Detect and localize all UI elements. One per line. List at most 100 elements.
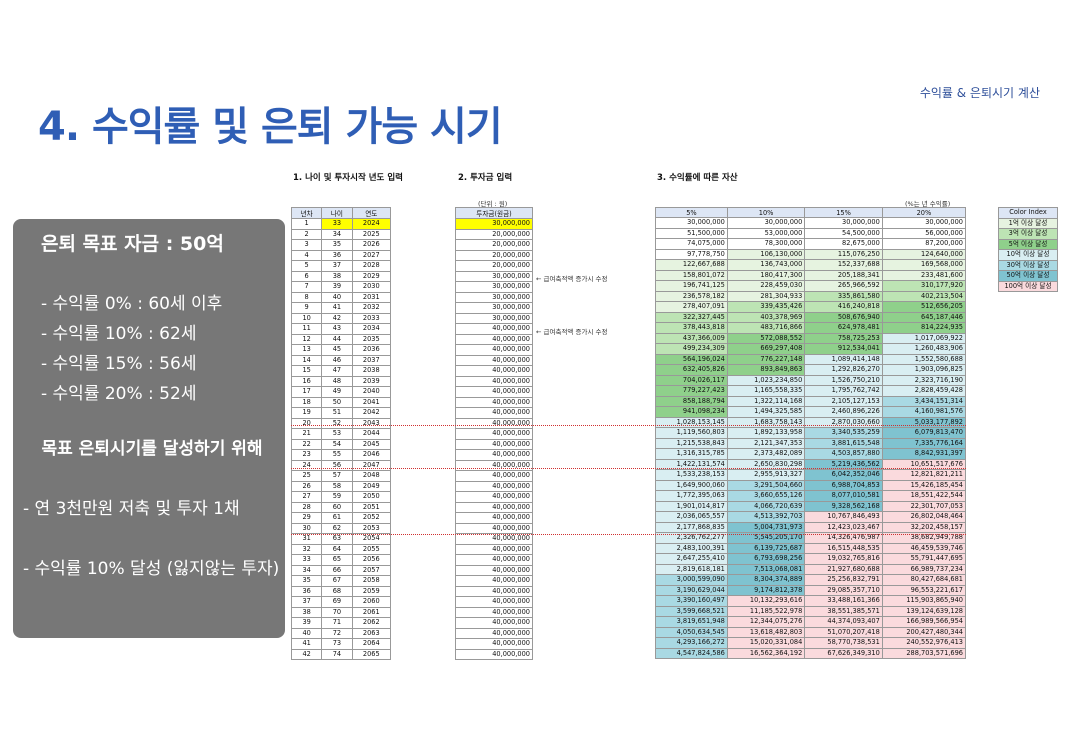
principal-cell[interactable]: 30,000,000 <box>455 302 533 314</box>
table-cell[interactable]: 28 <box>290 501 323 513</box>
table-cell[interactable]: 65 <box>321 554 353 566</box>
table-cell[interactable]: 2065 <box>351 648 392 660</box>
table-cell[interactable]: 48 <box>321 375 353 387</box>
table-cell[interactable]: 2028 <box>351 260 392 272</box>
table-cell[interactable]: 2045 <box>351 438 392 450</box>
table-cell[interactable]: 42 <box>321 312 353 324</box>
table-cell[interactable]: 51 <box>321 407 353 419</box>
table-cell[interactable]: 62 <box>321 522 353 534</box>
principal-cell[interactable]: 40,000,000 <box>455 365 533 377</box>
principal-cell[interactable]: 40,000,000 <box>455 648 533 660</box>
table-cell[interactable]: 60 <box>321 501 353 513</box>
table-cell[interactable]: 47 <box>321 365 353 377</box>
principal-cell[interactable]: 40,000,000 <box>455 627 533 639</box>
table-cell[interactable]: 2054 <box>351 533 392 545</box>
principal-cell[interactable]: 40,000,000 <box>455 449 533 461</box>
table-cell[interactable]: 8 <box>290 291 323 303</box>
principal-cell[interactable]: 30,000,000 <box>455 291 533 303</box>
table-cell[interactable]: 64 <box>321 543 353 555</box>
principal-cell[interactable]: 40,000,000 <box>455 407 533 419</box>
principal-cell[interactable]: 30,000,000 <box>455 218 533 230</box>
principal-cell[interactable]: 40,000,000 <box>455 323 533 335</box>
principal-cell[interactable]: 30,000,000 <box>455 270 533 282</box>
table-cell[interactable]: 29 <box>290 512 323 524</box>
table-cell[interactable]: 34 <box>321 228 353 240</box>
table-cell[interactable]: 7 <box>290 281 323 293</box>
table-cell[interactable]: 53 <box>321 428 353 440</box>
table-cell[interactable]: 2038 <box>351 365 392 377</box>
table-cell[interactable]: 2050 <box>351 491 392 503</box>
table-cell[interactable]: 49 <box>321 386 353 398</box>
table-cell[interactable]: 61 <box>321 512 353 524</box>
table-cell[interactable]: 41 <box>321 302 353 314</box>
table-cell[interactable]: 73 <box>321 638 353 650</box>
table-cell[interactable]: 54 <box>321 438 353 450</box>
table-cell[interactable]: 68 <box>321 585 353 597</box>
table-cell[interactable]: 50 <box>321 396 353 408</box>
table-cell[interactable]: 58 <box>321 480 353 492</box>
principal-cell[interactable]: 40,000,000 <box>455 522 533 534</box>
table-cell[interactable]: 38 <box>290 606 323 618</box>
table-cell[interactable]: 2039 <box>351 375 392 387</box>
table-cell[interactable]: 2064 <box>351 638 392 650</box>
table-cell[interactable]: 1 <box>290 218 323 230</box>
table-cell[interactable]: 2033 <box>351 312 392 324</box>
principal-cell[interactable]: 40,000,000 <box>455 333 533 345</box>
principal-cell[interactable]: 30,000,000 <box>455 281 533 293</box>
table-cell[interactable]: 2025 <box>351 228 392 240</box>
principal-cell[interactable]: 40,000,000 <box>455 554 533 566</box>
table-cell[interactable]: 2058 <box>351 575 392 587</box>
table-cell[interactable]: 66 <box>321 564 353 576</box>
table-cell[interactable]: 40 <box>290 627 323 639</box>
table-cell[interactable]: 33 <box>290 554 323 566</box>
table-cell[interactable]: 41 <box>290 638 323 650</box>
table-cell[interactable]: 59 <box>321 491 353 503</box>
table-cell[interactable]: 14 <box>290 354 323 366</box>
principal-cell[interactable]: 40,000,000 <box>455 396 533 408</box>
table-cell[interactable]: 19 <box>290 407 323 419</box>
table-cell[interactable]: 67 <box>321 575 353 587</box>
table-cell[interactable]: 3 <box>290 239 323 251</box>
table-cell[interactable]: 2055 <box>351 543 392 555</box>
table-cell[interactable]: 2059 <box>351 585 392 597</box>
principal-cell[interactable]: 40,000,000 <box>455 533 533 545</box>
table-cell[interactable]: 2048 <box>351 470 392 482</box>
table-cell[interactable]: 2030 <box>351 281 392 293</box>
table-cell[interactable]: 2041 <box>351 396 392 408</box>
table-cell[interactable]: 13 <box>290 344 323 356</box>
table-cell[interactable]: 39 <box>290 617 323 629</box>
table-cell[interactable]: 43 <box>321 323 353 335</box>
principal-cell[interactable]: 40,000,000 <box>455 491 533 503</box>
table-cell[interactable]: 2057 <box>351 564 392 576</box>
principal-cell[interactable]: 20,000,000 <box>455 249 533 261</box>
table-cell[interactable]: 74 <box>321 648 353 660</box>
table-cell[interactable]: 2026 <box>351 239 392 251</box>
table-cell[interactable]: 21 <box>290 428 323 440</box>
principal-cell[interactable]: 40,000,000 <box>455 438 533 450</box>
table-cell[interactable]: 39 <box>321 281 353 293</box>
table-cell[interactable]: 6 <box>290 270 323 282</box>
principal-cell[interactable]: 40,000,000 <box>455 417 533 429</box>
principal-cell[interactable]: 40,000,000 <box>455 543 533 555</box>
principal-cell[interactable]: 40,000,000 <box>455 344 533 356</box>
table-cell[interactable]: 45 <box>321 344 353 356</box>
table-cell[interactable]: 16 <box>290 375 323 387</box>
table-cell[interactable]: 2034 <box>351 323 392 335</box>
table-cell[interactable]: 69 <box>321 596 353 608</box>
table-cell[interactable]: 42 <box>290 648 323 660</box>
principal-cell[interactable]: 40,000,000 <box>455 354 533 366</box>
table-cell[interactable]: 26 <box>290 480 323 492</box>
table-cell[interactable]: 2031 <box>351 291 392 303</box>
table-cell[interactable]: 2051 <box>351 501 392 513</box>
principal-cell[interactable]: 40,000,000 <box>455 375 533 387</box>
table-cell[interactable]: 2043 <box>351 417 392 429</box>
table-cell[interactable]: 2040 <box>351 386 392 398</box>
table-cell[interactable]: 15 <box>290 365 323 377</box>
table-cell[interactable]: 71 <box>321 617 353 629</box>
table-cell[interactable]: 2049 <box>351 480 392 492</box>
principal-cell[interactable]: 40,000,000 <box>455 428 533 440</box>
table-cell[interactable]: 2 <box>290 228 323 240</box>
principal-cell[interactable]: 40,000,000 <box>455 606 533 618</box>
table-cell[interactable]: 2063 <box>351 627 392 639</box>
table-cell[interactable]: 23 <box>290 449 323 461</box>
